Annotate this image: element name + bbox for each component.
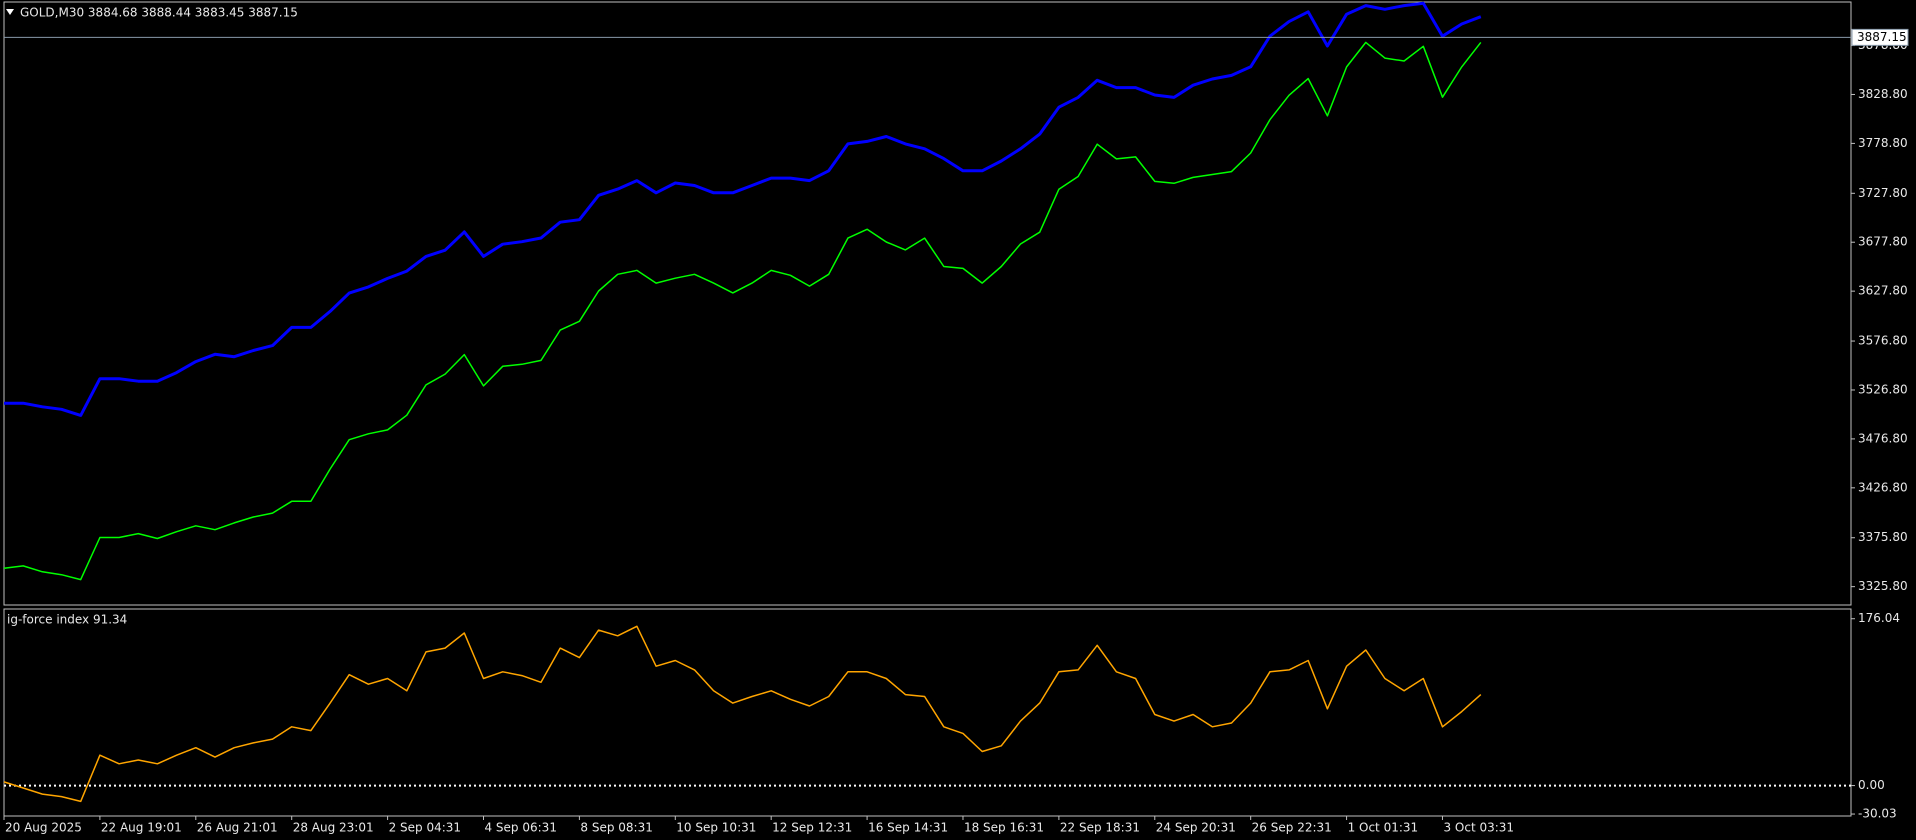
y-tick-label: 3576.80 — [1858, 334, 1908, 348]
x-tick-label: 8 Sep 08:31 — [580, 821, 652, 835]
y-tick-label: 3828.80 — [1858, 87, 1908, 101]
x-tick-label: 26 Sep 22:31 — [1252, 821, 1332, 835]
price-label-box — [1851, 28, 1909, 46]
x-tick-label: 22 Sep 18:31 — [1060, 821, 1140, 835]
series-line — [3, 625, 1482, 803]
indicator-title: ig-force index 91.34 — [7, 613, 127, 627]
x-tick-label: 4 Sep 06:31 — [484, 821, 556, 835]
y-tick-label: 3526.80 — [1858, 382, 1908, 396]
y-tick-label: 3627.80 — [1858, 284, 1908, 298]
x-tick-label: 16 Sep 14:31 — [868, 821, 948, 835]
chart-title: GOLD,M30 3884.68 3888.44 3883.45 3887.15 — [20, 6, 298, 20]
x-tick-label: 2 Sep 04:31 — [389, 821, 461, 835]
indicator-panel-frame — [3, 608, 1852, 817]
y-tick-label: 3426.80 — [1858, 480, 1908, 494]
y-tick-label: 3325.80 — [1858, 579, 1908, 593]
y-tick-label: 176.04 — [1858, 611, 1900, 625]
x-tick-label: 28 Aug 23:01 — [293, 821, 374, 835]
x-tick-label: 12 Sep 12:31 — [772, 821, 852, 835]
y-tick-label: -30.03 — [1858, 807, 1897, 821]
x-tick-label: 24 Sep 20:31 — [1156, 821, 1236, 835]
x-tick-label: 1 Oct 01:31 — [1348, 821, 1419, 835]
y-tick-label: 3476.80 — [1858, 431, 1908, 445]
x-tick-label: 26 Aug 21:01 — [197, 821, 278, 835]
y-tick-label: 3727.80 — [1858, 186, 1908, 200]
x-tick-label: 3 Oct 03:31 — [1443, 821, 1514, 835]
y-tick-label: 3778.80 — [1858, 136, 1908, 150]
collapse-arrow[interactable] — [6, 9, 14, 15]
x-tick-label: 22 Aug 19:01 — [101, 821, 182, 835]
x-tick-label: 18 Sep 16:31 — [964, 821, 1044, 835]
x-tick-label: 10 Sep 10:31 — [676, 821, 756, 835]
x-tick-label: 20 Aug 2025 — [5, 821, 82, 835]
series-line — [4, 1, 1482, 417]
y-tick-label: 3677.80 — [1858, 235, 1908, 249]
series-line — [3, 41, 1482, 581]
price-panel-frame — [3, 1, 1852, 606]
price-label: 3887.15 — [1857, 30, 1907, 44]
y-tick-label: 3375.80 — [1858, 530, 1908, 544]
y-tick-label: 0.00 — [1858, 778, 1885, 792]
